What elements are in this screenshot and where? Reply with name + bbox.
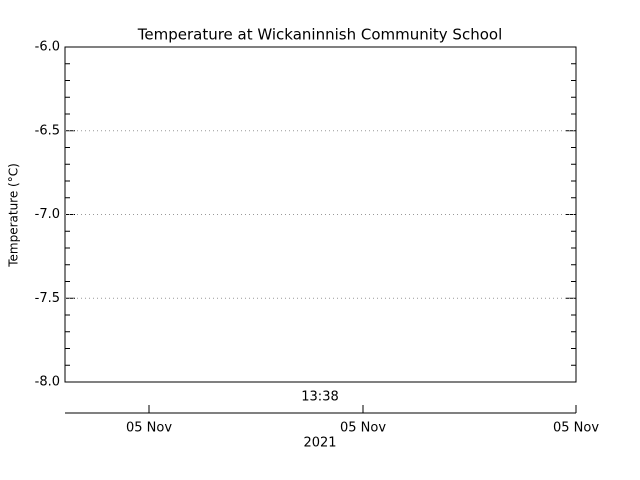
y-tick-label: -6.5 <box>35 123 60 138</box>
y-tick-label: -7.5 <box>35 291 60 306</box>
x-tick-label: 05 Nov <box>340 421 386 436</box>
y-tick-label: -7.0 <box>35 207 60 222</box>
x-tick-label: 05 Nov <box>553 421 599 436</box>
x-time-label: 13:38 <box>301 390 338 405</box>
x-tick-label: 05 Nov <box>126 421 172 436</box>
y-tick-label: -8.0 <box>35 375 60 390</box>
chart-title: Temperature at Wickaninnish Community Sc… <box>137 26 502 44</box>
y-tick-label: -6.0 <box>35 40 60 55</box>
y-axis-label: Temperature (°C) <box>7 163 21 268</box>
x-year-label: 2021 <box>303 436 336 451</box>
